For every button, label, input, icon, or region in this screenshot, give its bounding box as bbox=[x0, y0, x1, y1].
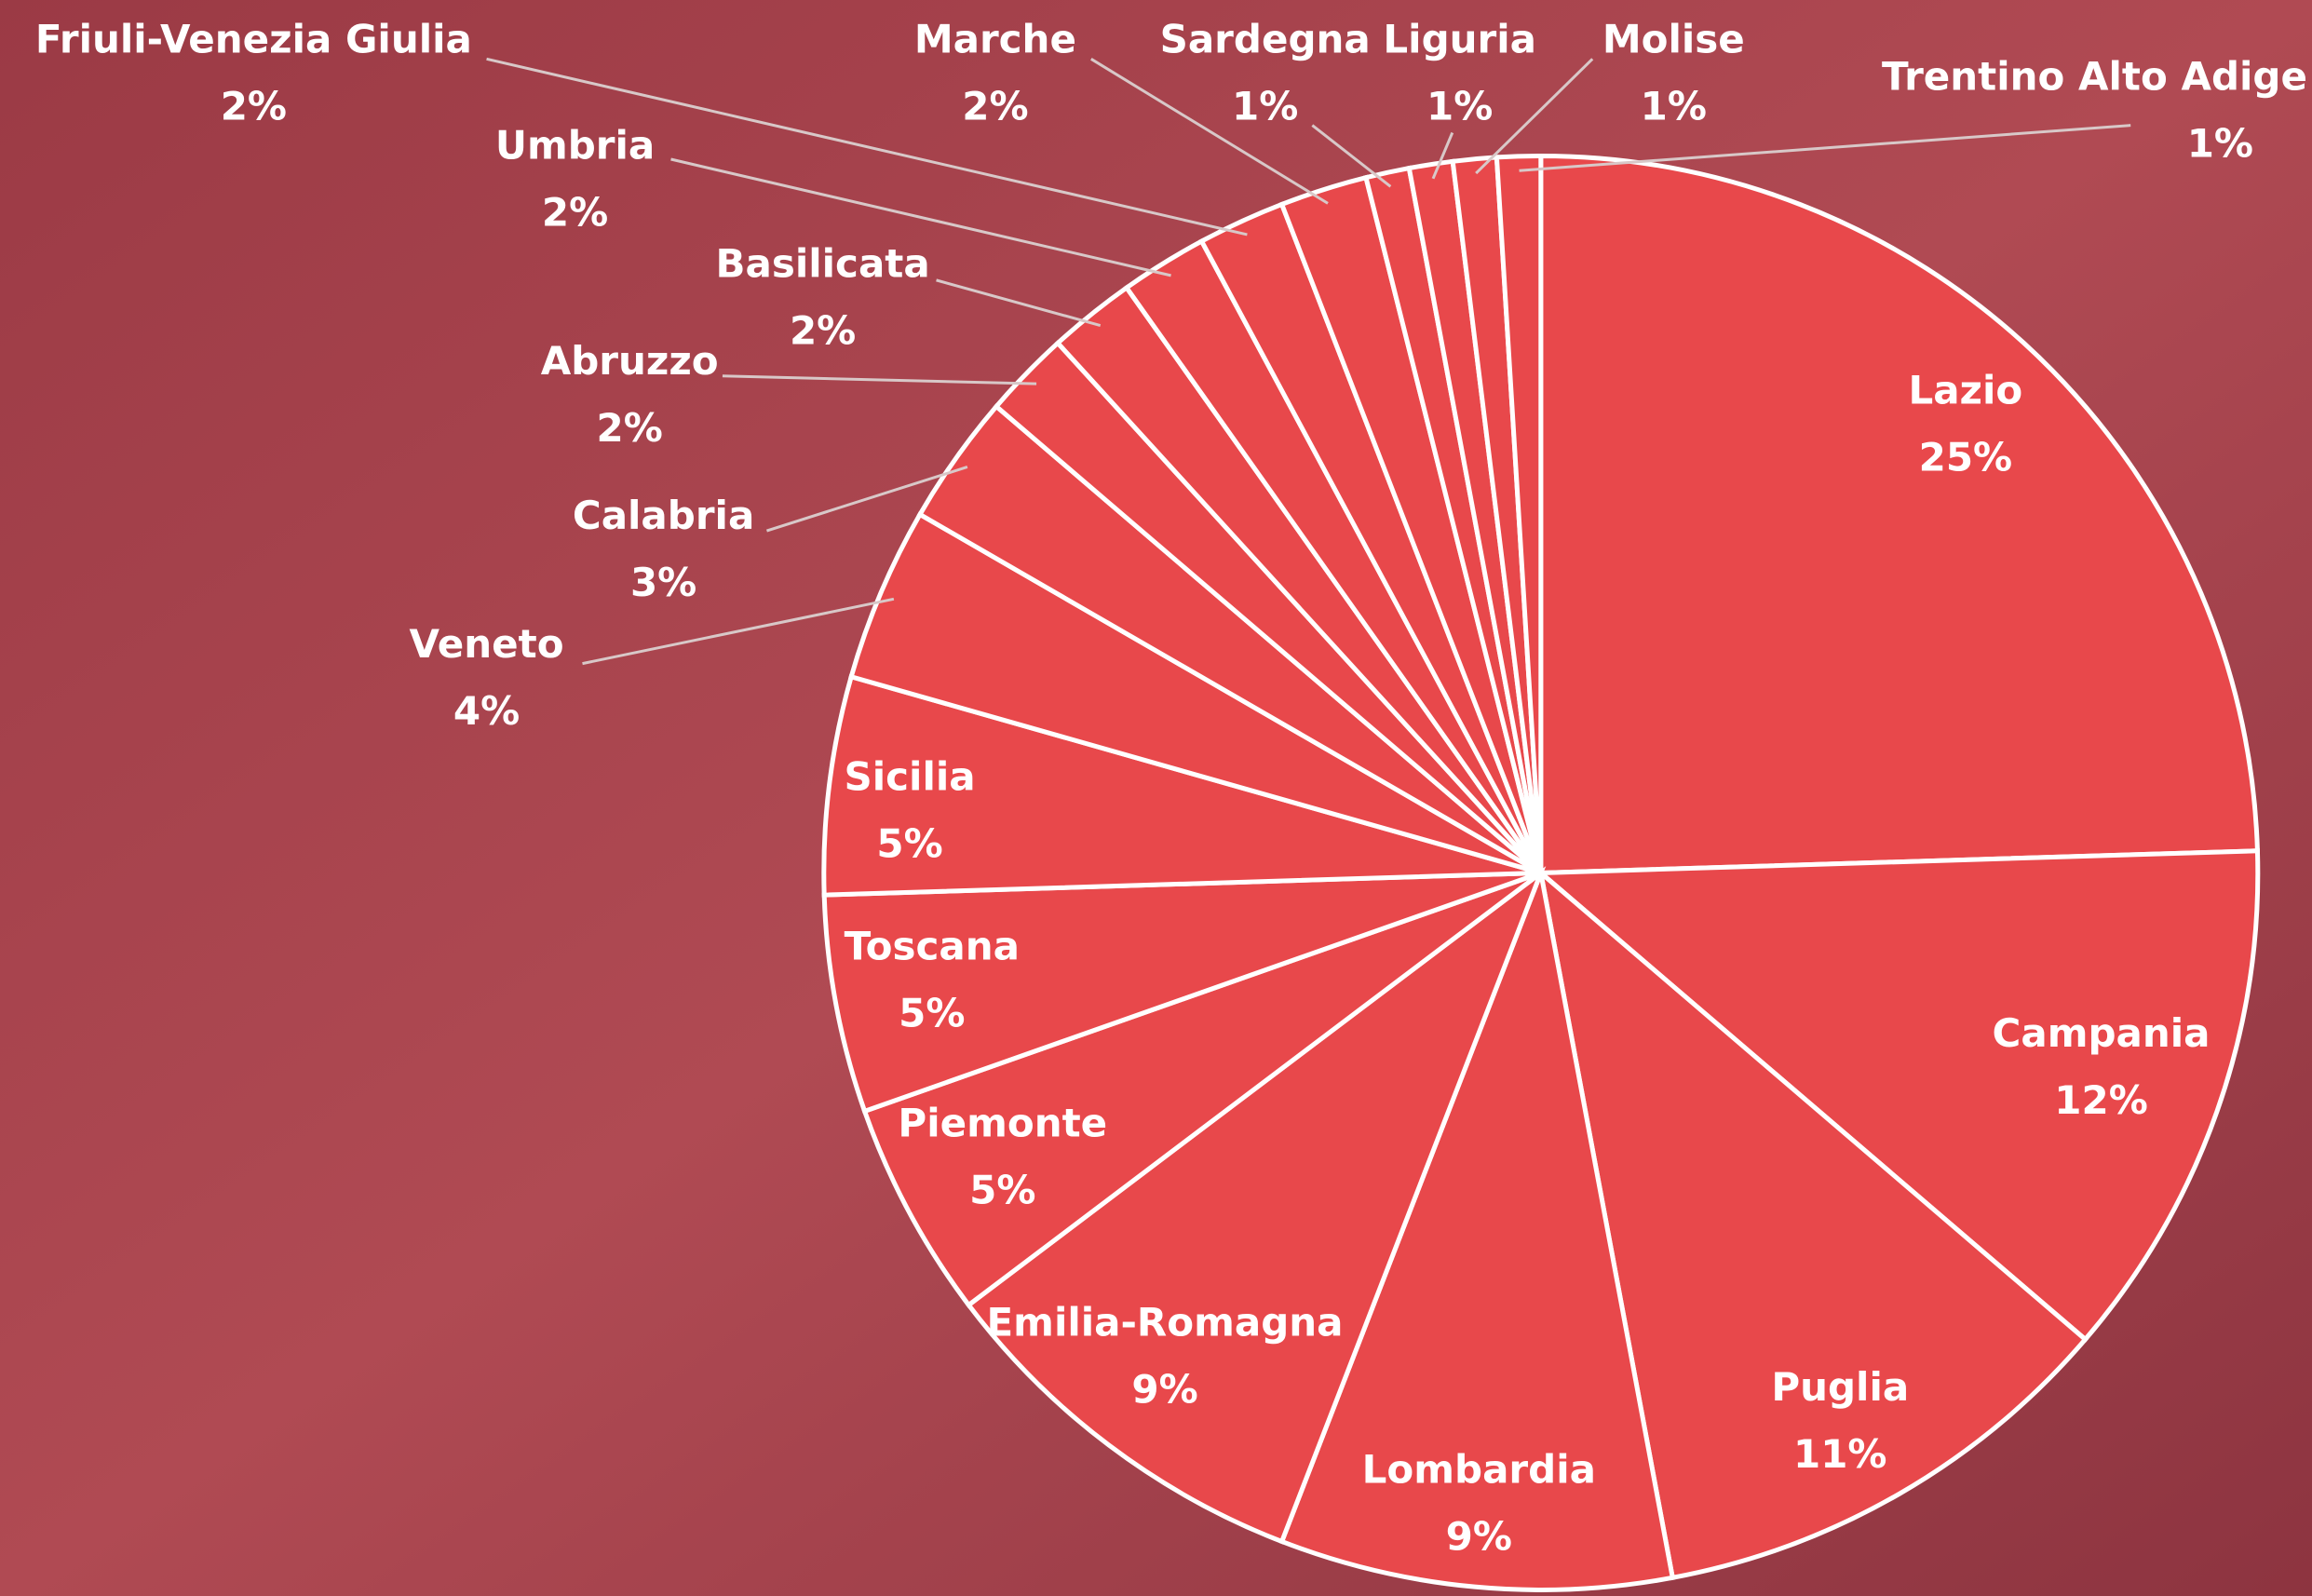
slice-value-label: 1% bbox=[1426, 84, 1493, 129]
slice-label: Puglia bbox=[1771, 1364, 1909, 1410]
slice-label: Sicilia bbox=[845, 753, 976, 799]
pie bbox=[824, 156, 2258, 1589]
slice-label: Trentino Alto Adige bbox=[1882, 53, 2307, 99]
slice-value-label: 11% bbox=[1793, 1431, 1887, 1477]
slice-label: Campania bbox=[1993, 1010, 2211, 1056]
slice-label: Friuli-Venezia Giulia bbox=[35, 17, 472, 62]
slice-label: Abruzzo bbox=[541, 338, 719, 384]
slice-label: Veneto bbox=[410, 621, 564, 667]
slice-label: Lazio bbox=[1908, 368, 2022, 413]
slice-value-label: 3% bbox=[630, 560, 696, 605]
slice-label: Calabria bbox=[573, 493, 754, 538]
slice-value-label: 25% bbox=[1919, 435, 2013, 480]
slice-label: Umbria bbox=[495, 123, 655, 169]
slice-label: Basilicata bbox=[716, 240, 930, 286]
slice-label: Molise bbox=[1602, 17, 1745, 62]
slice-value-label: 2% bbox=[542, 190, 608, 236]
slice-value-label: 2% bbox=[962, 84, 1028, 129]
slice-label: Emilia-Romagna bbox=[986, 1299, 1343, 1345]
slice-value-label: 5% bbox=[969, 1168, 1035, 1213]
slice-value-label: 4% bbox=[453, 688, 520, 734]
slice-value-label: 2% bbox=[790, 307, 856, 353]
slice-value-label: 5% bbox=[899, 991, 965, 1036]
slice-value-label: 12% bbox=[2054, 1077, 2148, 1123]
slice-value-label: 1% bbox=[1641, 84, 1707, 129]
slice-label: Liguria bbox=[1383, 17, 1536, 62]
slice-value-label: 9% bbox=[1131, 1366, 1197, 1412]
slice-label: Toscana bbox=[845, 924, 1020, 969]
slice-value-label: 1% bbox=[2187, 120, 2253, 166]
slice-label: Lombardia bbox=[1362, 1447, 1596, 1493]
slice-value-label: 1% bbox=[1232, 84, 1298, 129]
slice-value-label: 9% bbox=[1446, 1514, 1512, 1560]
chart: Lazio 25% Campania 12% Puglia 11% Lombardia 9% E… bbox=[0, 0, 2312, 1596]
slice-label: Sardegna bbox=[1160, 17, 1371, 62]
slice-label: Marche bbox=[914, 17, 1076, 62]
slice-label: Piemonte bbox=[898, 1101, 1107, 1146]
slice-value-label: 2% bbox=[597, 405, 663, 451]
slice-value-label: 2% bbox=[221, 84, 287, 129]
slice-value-label: 5% bbox=[876, 820, 942, 866]
